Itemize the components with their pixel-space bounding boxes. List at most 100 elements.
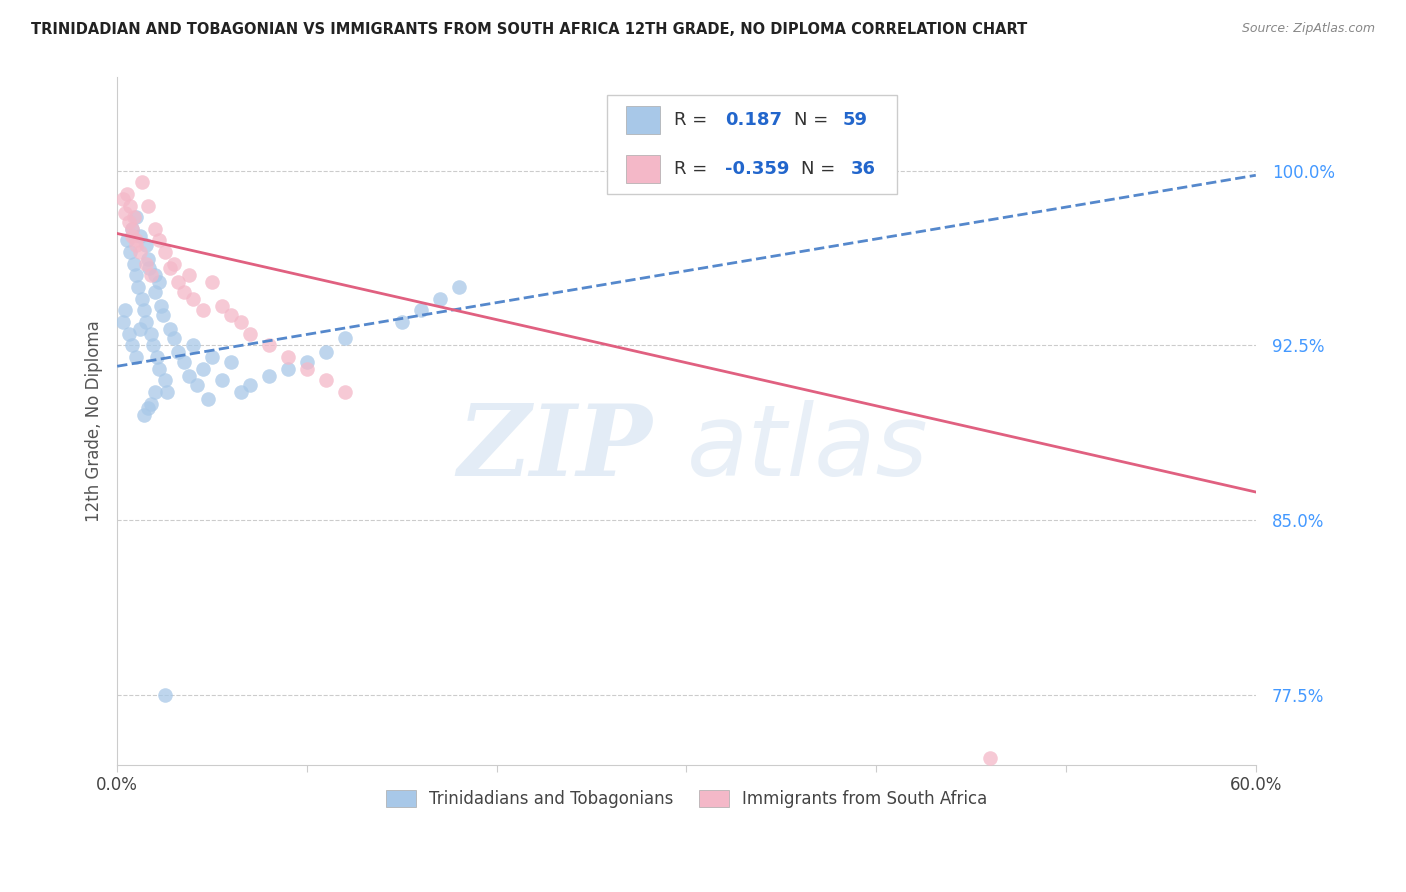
Point [122, 257, 145, 271]
Text: 59: 59 [842, 111, 868, 129]
Point [135, 315, 157, 329]
Point [114, 205, 136, 219]
Point [121, 222, 143, 236]
Point [153, 373, 176, 387]
Point [191, 361, 214, 376]
Point [129, 322, 152, 336]
Point [148, 276, 170, 290]
Point [135, 257, 157, 271]
Point [136, 252, 159, 266]
Point [146, 350, 169, 364]
Point [143, 285, 166, 299]
Point [315, 345, 337, 359]
Point [111, 192, 134, 206]
Point [121, 222, 143, 236]
Point [333, 331, 356, 345]
Point [277, 361, 299, 376]
Point [149, 299, 172, 313]
Point [239, 326, 262, 341]
Point [191, 303, 214, 318]
Point [141, 396, 163, 410]
Point [131, 175, 153, 189]
Bar [626, 106, 661, 134]
Point [120, 198, 142, 212]
Point [239, 377, 262, 392]
Point [173, 354, 195, 368]
Point [211, 299, 233, 313]
Point [142, 338, 165, 352]
Point [979, 750, 1001, 764]
Point [257, 338, 280, 352]
Point [167, 276, 190, 290]
Point [295, 354, 318, 368]
Point [181, 292, 204, 306]
Bar [626, 155, 661, 183]
Point [155, 384, 177, 399]
Point [179, 368, 201, 383]
Point [117, 326, 139, 341]
Point [122, 210, 145, 224]
Point [148, 361, 170, 376]
Point [229, 315, 252, 329]
Point [409, 303, 432, 318]
Point [163, 331, 186, 345]
Point [148, 234, 170, 248]
Point [125, 268, 148, 283]
Point [131, 292, 153, 306]
Point [447, 280, 470, 294]
Point [197, 392, 219, 406]
Point [135, 238, 157, 252]
Point [125, 238, 148, 252]
Point [186, 377, 208, 392]
Point [159, 261, 181, 276]
FancyBboxPatch shape [607, 95, 897, 194]
Point [219, 308, 242, 322]
Point [138, 261, 160, 276]
Text: 0.187: 0.187 [725, 111, 782, 129]
Text: atlas: atlas [686, 400, 928, 497]
Point [201, 350, 224, 364]
Point [229, 384, 252, 399]
Point [153, 688, 176, 702]
Text: -0.359: -0.359 [725, 160, 790, 178]
Point [277, 350, 299, 364]
Point [136, 401, 159, 416]
Point [429, 292, 451, 306]
Point [117, 215, 139, 229]
Point [333, 384, 356, 399]
Text: ZIP: ZIP [457, 401, 652, 497]
Point [257, 368, 280, 383]
Point [141, 268, 163, 283]
Text: TRINIDADIAN AND TOBAGONIAN VS IMMIGRANTS FROM SOUTH AFRICA 12TH GRADE, NO DIPLOM: TRINIDADIAN AND TOBAGONIAN VS IMMIGRANTS… [31, 22, 1028, 37]
Point [173, 285, 195, 299]
Point [125, 210, 148, 224]
Text: Source: ZipAtlas.com: Source: ZipAtlas.com [1241, 22, 1375, 36]
Point [391, 315, 413, 329]
Point [125, 234, 148, 248]
Point [143, 222, 166, 236]
Point [181, 338, 204, 352]
Point [143, 384, 166, 399]
Legend: Trinidadians and Tobagonians, Immigrants from South Africa: Trinidadians and Tobagonians, Immigrants… [380, 783, 994, 814]
Point [132, 303, 155, 318]
Point [152, 308, 174, 322]
Point [114, 303, 136, 318]
Point [141, 326, 163, 341]
Point [163, 257, 186, 271]
Text: N =: N = [801, 160, 841, 178]
Point [127, 280, 149, 294]
Point [179, 268, 201, 283]
Point [120, 245, 142, 260]
Point [111, 315, 134, 329]
Point [121, 228, 143, 243]
Point [121, 338, 143, 352]
Point [125, 350, 148, 364]
Point [153, 245, 176, 260]
Text: R =: R = [673, 111, 713, 129]
Text: R =: R = [673, 160, 713, 178]
Point [167, 345, 190, 359]
Point [295, 361, 318, 376]
Point [201, 276, 224, 290]
Point [211, 373, 233, 387]
Point [129, 245, 152, 260]
